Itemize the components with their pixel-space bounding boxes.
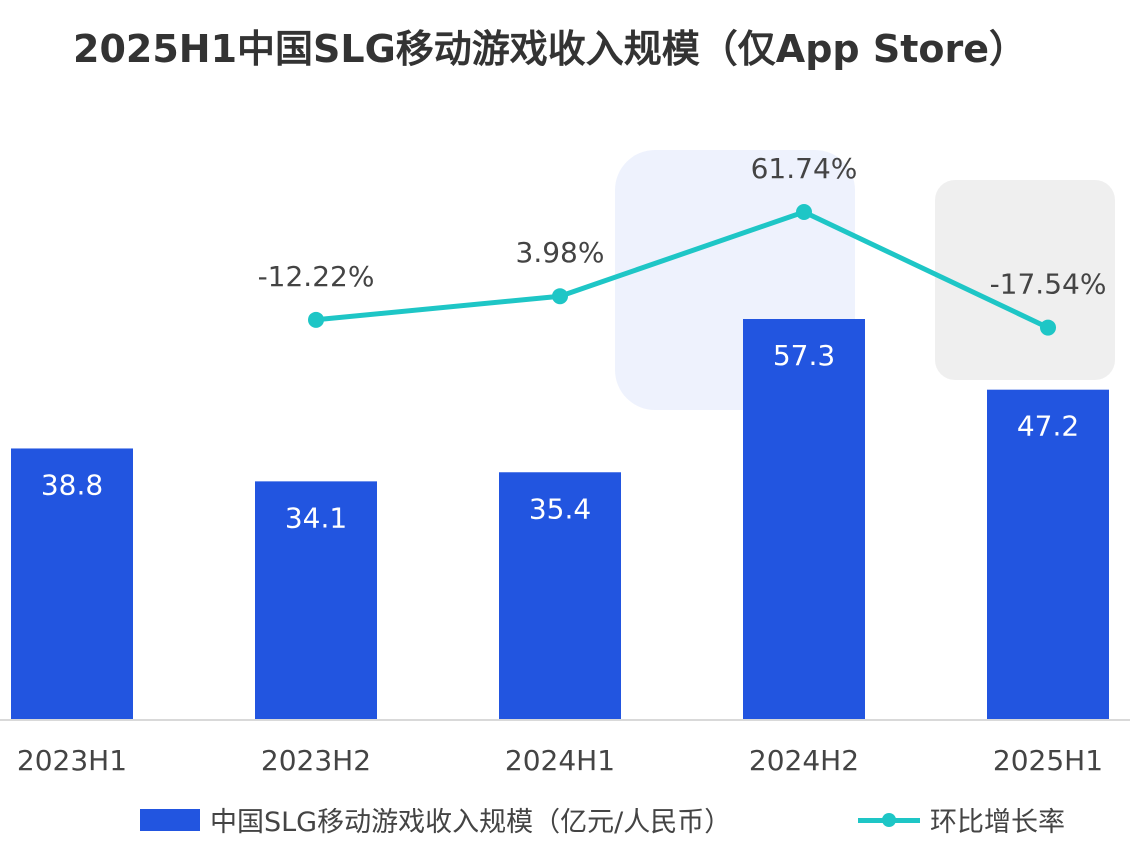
x-tick-2023H1: 2023H1 xyxy=(17,744,127,777)
bar-2024H1 xyxy=(499,472,621,720)
growth-label-2024H1: 3.98% xyxy=(516,236,605,269)
bar-label-2024H2: 57.3 xyxy=(773,339,835,372)
bar-2023H1 xyxy=(11,448,133,720)
chart-canvas: 38.8 34.1 35.4 57.3 47.2 2023H1 2023H2 2024H1 2… xyxy=(0,150,1130,777)
legend-item-growth: 环比增长率 xyxy=(858,800,1065,839)
legend-item-revenue: 中国SLG移动游戏收入规模（亿元/人民币） xyxy=(140,800,731,839)
bar-2025H1 xyxy=(987,389,1109,720)
x-tick-2024H2: 2024H2 xyxy=(749,744,859,777)
bar-2024H2 xyxy=(743,319,865,720)
growth-rate-line xyxy=(315,209,1050,330)
bar-label-2025H1: 47.2 xyxy=(1017,410,1079,443)
x-tick-2023H2: 2023H2 xyxy=(261,744,371,777)
growth-point-2023H2 xyxy=(308,311,324,328)
growth-point-2024H2 xyxy=(796,204,812,220)
chart-title: 2025H1中国SLG移动游戏收入规模（仅App Store） xyxy=(73,27,1027,71)
legend-bar-swatch xyxy=(140,808,200,831)
bar-label-2024H1: 35.4 xyxy=(529,492,591,525)
growth-label-2024H2: 61.74% xyxy=(751,152,858,185)
legend: 中国SLG移动游戏收入规模（亿元/人民币） 环比增长率 xyxy=(0,800,1130,840)
bar-label-2023H2: 34.1 xyxy=(285,501,347,534)
legend-label-growth: 环比增长率 xyxy=(930,807,1065,838)
bar-label-2023H1: 38.8 xyxy=(41,468,103,501)
growth-point-2025H1 xyxy=(1040,319,1056,336)
x-tick-2025H1: 2025H1 xyxy=(993,744,1103,777)
bar-2023H2 xyxy=(255,481,377,720)
legend-line-swatch xyxy=(858,809,920,831)
x-tick-2024H1: 2024H1 xyxy=(505,744,615,777)
legend-label-revenue: 中国SLG移动游戏收入规模（亿元/人民币） xyxy=(210,807,732,838)
growth-point-2024H1 xyxy=(552,288,568,305)
growth-label-2025H1: -17.54% xyxy=(990,268,1107,301)
growth-label-2023H2: -12.22% xyxy=(258,260,375,293)
